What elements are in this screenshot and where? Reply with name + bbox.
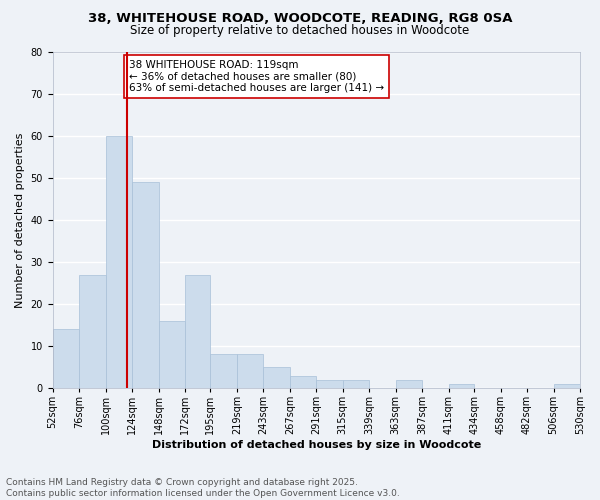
Bar <box>79 274 106 388</box>
Y-axis label: Number of detached properties: Number of detached properties <box>15 132 25 308</box>
X-axis label: Distribution of detached houses by size in Woodcote: Distribution of detached houses by size … <box>152 440 481 450</box>
Bar <box>263 367 290 388</box>
Bar <box>290 376 316 388</box>
Text: 38 WHITEHOUSE ROAD: 119sqm
← 36% of detached houses are smaller (80)
63% of semi: 38 WHITEHOUSE ROAD: 119sqm ← 36% of deta… <box>129 60 384 93</box>
Bar <box>53 329 79 388</box>
Bar <box>132 182 158 388</box>
Bar <box>396 380 422 388</box>
Text: Size of property relative to detached houses in Woodcote: Size of property relative to detached ho… <box>130 24 470 37</box>
Bar <box>106 136 132 388</box>
Bar <box>185 274 211 388</box>
Bar <box>343 380 369 388</box>
Bar <box>316 380 343 388</box>
Bar <box>237 354 263 388</box>
Text: Contains HM Land Registry data © Crown copyright and database right 2025.
Contai: Contains HM Land Registry data © Crown c… <box>6 478 400 498</box>
Text: 38, WHITEHOUSE ROAD, WOODCOTE, READING, RG8 0SA: 38, WHITEHOUSE ROAD, WOODCOTE, READING, … <box>88 12 512 26</box>
Bar <box>211 354 237 388</box>
Bar <box>449 384 474 388</box>
Bar <box>158 321 185 388</box>
Bar <box>554 384 580 388</box>
